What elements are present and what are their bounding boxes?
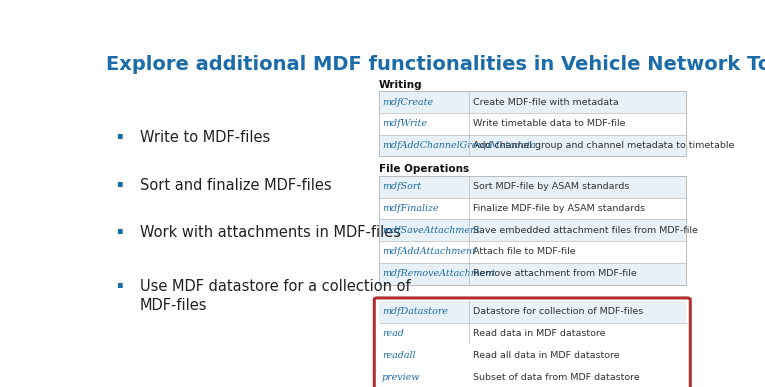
Text: Read all data in MDF datastore: Read all data in MDF datastore (473, 351, 620, 360)
Bar (379, 91, 685, 156)
Text: ▪: ▪ (116, 279, 123, 289)
Text: Sort and finalize MDF-files: Sort and finalize MDF-files (140, 178, 332, 193)
Text: mdfSort: mdfSort (382, 182, 422, 191)
Bar (379, 176, 685, 284)
Text: mdfRemoveAttachment: mdfRemoveAttachment (382, 269, 496, 278)
Text: mdfFinalize: mdfFinalize (382, 204, 438, 213)
Text: mdfCreate: mdfCreate (382, 98, 433, 106)
Text: Attach file to MDF-file: Attach file to MDF-file (473, 247, 575, 257)
Text: mdfAddAttachment: mdfAddAttachment (382, 247, 476, 257)
Text: Finalize MDF-file by ASAM standards: Finalize MDF-file by ASAM standards (473, 204, 645, 213)
Bar (379, 323, 685, 344)
Text: read: read (382, 329, 404, 338)
Text: File Operations: File Operations (379, 164, 469, 174)
Bar (379, 113, 685, 135)
Bar (379, 241, 685, 263)
Text: Use MDF datastore for a collection of
MDF-files: Use MDF datastore for a collection of MD… (140, 279, 411, 313)
Bar (379, 219, 685, 241)
Text: ▪: ▪ (116, 225, 123, 235)
Text: mdfAddChannelGroupMetadata: mdfAddChannelGroupMetadata (382, 141, 536, 150)
Bar (379, 366, 685, 387)
Text: Remove attachment from MDF-file: Remove attachment from MDF-file (473, 269, 636, 278)
Text: Subset of data from MDF datastore: Subset of data from MDF datastore (473, 373, 640, 382)
Bar (379, 135, 685, 156)
Text: ▪: ▪ (116, 178, 123, 188)
Text: ▪: ▪ (116, 130, 123, 140)
Bar (379, 91, 685, 113)
Text: readall: readall (382, 351, 415, 360)
Text: Sort MDF-file by ASAM standards: Sort MDF-file by ASAM standards (473, 182, 630, 191)
Text: mdfWrite: mdfWrite (382, 119, 427, 128)
Text: mdfDatastore: mdfDatastore (382, 307, 448, 316)
Bar (379, 301, 685, 323)
Text: mdfSaveAttachment: mdfSaveAttachment (382, 226, 480, 235)
Bar (379, 263, 685, 284)
Text: Writing: Writing (379, 80, 422, 90)
Text: Write timetable data to MDF-file: Write timetable data to MDF-file (473, 119, 626, 128)
Text: Create MDF-file with metadata: Create MDF-file with metadata (473, 98, 619, 106)
Text: preview: preview (382, 373, 420, 382)
Text: Explore additional MDF functionalities in Vehicle Network Toolbox: Explore additional MDF functionalities i… (106, 55, 765, 74)
Bar (379, 197, 685, 219)
Text: Read data in MDF datastore: Read data in MDF datastore (473, 329, 606, 338)
Text: Datastore for collection of MDF-files: Datastore for collection of MDF-files (473, 307, 643, 316)
Bar (379, 176, 685, 197)
Text: Work with attachments in MDF-files: Work with attachments in MDF-files (140, 225, 401, 240)
Text: Save embedded attachment files from MDF-file: Save embedded attachment files from MDF-… (473, 226, 698, 235)
Bar (379, 344, 685, 366)
Text: Write to MDF-files: Write to MDF-files (140, 130, 270, 145)
Text: Add channel group and channel metadata to timetable: Add channel group and channel metadata t… (473, 141, 734, 150)
